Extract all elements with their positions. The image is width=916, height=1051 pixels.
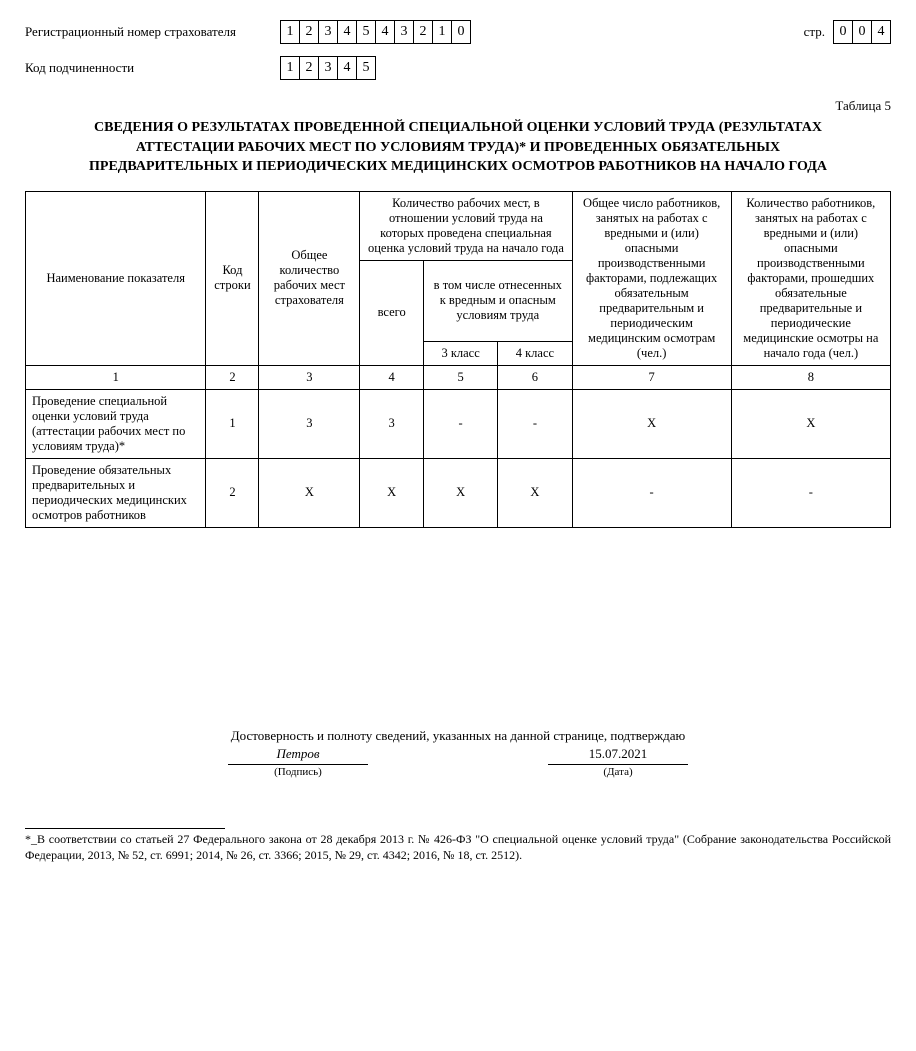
footnote-separator	[25, 828, 225, 829]
column-number-row: 1 2 3 4 5 6 7 8	[26, 365, 891, 389]
row-c8: X	[731, 389, 890, 458]
digit-cell: 3	[318, 20, 338, 44]
header-class3: 3 класс	[423, 341, 497, 365]
digit-cell: 1	[280, 20, 300, 44]
page-number-cells: 004	[833, 20, 891, 44]
header-col7: Общее число работников, занятых на работ…	[572, 191, 731, 365]
reg-number-label: Регистрационный номер страхователя	[25, 24, 280, 41]
digit-cell: 1	[432, 20, 452, 44]
header-sub-row: Код подчиненности 12345	[25, 56, 891, 80]
table-row: Проведение специальной оценки условий тр…	[26, 389, 891, 458]
digit-cell: 1	[280, 56, 300, 80]
digit-cell: 2	[299, 56, 319, 80]
digit-cell: 5	[356, 20, 376, 44]
footer-confirm-block: Достоверность и полноту сведений, указан…	[25, 728, 891, 778]
header-code: Код строки	[206, 191, 259, 365]
row-c7: X	[572, 389, 731, 458]
colnum: 8	[731, 365, 890, 389]
row-code: 2	[206, 458, 259, 527]
row-c6: -	[498, 389, 572, 458]
row-name: Проведение обязательных предварительных …	[26, 458, 206, 527]
header-reg-row: Регистрационный номер страхователя 12345…	[25, 20, 891, 44]
subordination-cells: 12345	[280, 56, 376, 80]
digit-cell: 5	[356, 56, 376, 80]
subordination-label: Код подчиненности	[25, 60, 280, 77]
header-vsego: всего	[360, 260, 424, 365]
date-label: (Дата)	[603, 766, 632, 778]
colnum: 5	[423, 365, 497, 389]
header-class4: 4 класс	[498, 341, 572, 365]
header-harmful-group: в том числе отнесенных к вредным и опасн…	[423, 260, 572, 341]
row-c8: -	[731, 458, 890, 527]
row-c4: 3	[360, 389, 424, 458]
row-c3: X	[259, 458, 360, 527]
header-group-count: Количество рабочих мест, в отношении усл…	[360, 191, 572, 260]
page-number-area: стр. 004	[804, 20, 891, 44]
table-row: Проведение обязательных предварительных …	[26, 458, 891, 527]
row-c7: -	[572, 458, 731, 527]
digit-cell: 0	[833, 20, 853, 44]
signature-label: (Подпись)	[274, 766, 322, 778]
digit-cell: 4	[337, 20, 357, 44]
confirm-text: Достоверность и полноту сведений, указан…	[25, 728, 891, 744]
header-name: Наименование показателя	[26, 191, 206, 365]
main-title: СВЕДЕНИЯ О РЕЗУЛЬТАТАХ ПРОВЕДЕННОЙ СПЕЦИ…	[25, 118, 891, 177]
digit-cell: 2	[413, 20, 433, 44]
colnum: 7	[572, 365, 731, 389]
header-total: Общее количество рабочих мест страховате…	[259, 191, 360, 365]
row-c5: X	[423, 458, 497, 527]
date-block: 15.07.2021 (Дата)	[548, 746, 688, 778]
footnote-text: *_В соответствии со статьей 27 Федеральн…	[25, 831, 891, 863]
signature-value: Петров	[228, 746, 368, 765]
table-number: Таблица 5	[25, 98, 891, 114]
colnum: 2	[206, 365, 259, 389]
header-col8: Количество работников, занятых на работа…	[731, 191, 890, 365]
signature-block: Петров (Подпись)	[228, 746, 368, 778]
date-value: 15.07.2021	[548, 746, 688, 765]
row-c5: -	[423, 389, 497, 458]
page-label: стр.	[804, 24, 825, 40]
colnum: 6	[498, 365, 572, 389]
digit-cell: 2	[299, 20, 319, 44]
digit-cell: 4	[375, 20, 395, 44]
colnum: 1	[26, 365, 206, 389]
reg-number-cells: 1234543210	[280, 20, 471, 44]
data-table: Наименование показателя Код строки Общее…	[25, 191, 891, 528]
row-code: 1	[206, 389, 259, 458]
digit-cell: 3	[318, 56, 338, 80]
digit-cell: 0	[852, 20, 872, 44]
row-c4: X	[360, 458, 424, 527]
row-c3: 3	[259, 389, 360, 458]
digit-cell: 4	[871, 20, 891, 44]
colnum: 4	[360, 365, 424, 389]
digit-cell: 4	[337, 56, 357, 80]
table-body: Проведение специальной оценки условий тр…	[26, 389, 891, 527]
digit-cell: 0	[451, 20, 471, 44]
row-c6: X	[498, 458, 572, 527]
digit-cell: 3	[394, 20, 414, 44]
colnum: 3	[259, 365, 360, 389]
row-name: Проведение специальной оценки условий тр…	[26, 389, 206, 458]
